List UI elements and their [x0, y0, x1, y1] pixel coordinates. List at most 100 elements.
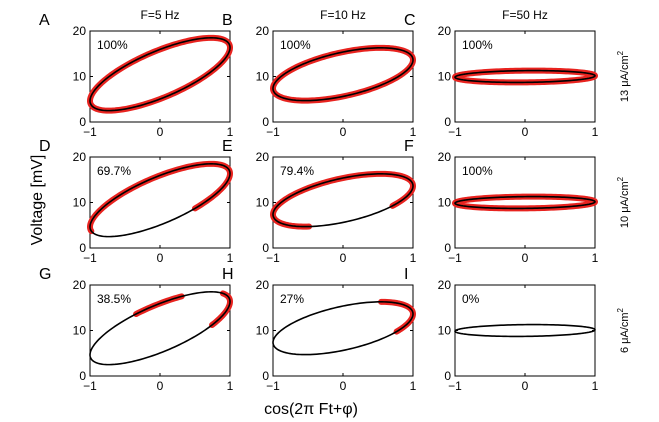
y-tick-label: 20	[256, 278, 270, 292]
percentage-label: 0%	[462, 292, 480, 306]
x-tick-label: −1	[266, 125, 280, 139]
panel-letter: D	[39, 138, 51, 155]
x-tick-label: −1	[448, 125, 462, 139]
x-tick-label: −1	[83, 251, 97, 265]
y-tick-label: 0	[79, 241, 86, 255]
y-tick-label: 10	[438, 70, 452, 84]
y-tick-label: 20	[73, 24, 87, 38]
trajectory-line	[89, 291, 231, 366]
row-label-text: 6 μA/cm	[619, 312, 631, 353]
y-tick-label: 20	[438, 150, 452, 164]
y-tick-label: 20	[73, 150, 87, 164]
x-tick-label: 1	[410, 379, 417, 393]
y-tick-label: 10	[256, 196, 270, 210]
x-tick-label: 0	[157, 379, 164, 393]
panel-letter: I	[404, 266, 408, 283]
y-tick-label: 10	[438, 196, 452, 210]
red-segment	[270, 44, 416, 104]
y-tick-label: 10	[73, 70, 87, 84]
percentage-label: 100%	[462, 38, 493, 52]
y-tick-label: 0	[444, 369, 451, 383]
percentage-label: 100%	[462, 164, 493, 178]
y-axis-label: Voltage [mV]	[29, 155, 46, 246]
panel-letter: B	[222, 12, 233, 29]
row-label-text: 10 μA/cm	[619, 181, 631, 228]
percentage-label: 69.7%	[97, 164, 131, 178]
x-tick-label: −1	[266, 379, 280, 393]
column-title: F=50 Hz	[502, 8, 548, 22]
y-tick-label: 0	[79, 115, 86, 129]
y-tick-label: 0	[79, 369, 86, 383]
panel-letter: F	[404, 138, 414, 155]
y-tick-label: 10	[438, 324, 452, 338]
trajectory-line	[454, 69, 596, 84]
percentage-label: 38.5%	[97, 292, 131, 306]
y-tick-label: 20	[438, 278, 452, 292]
x-tick-label: 1	[227, 125, 234, 139]
y-tick-label: 20	[256, 150, 270, 164]
x-tick-label: 1	[227, 251, 234, 265]
row-label: 10 μA/cm2	[616, 176, 631, 228]
x-tick-label: 1	[592, 125, 599, 139]
percentage-label: 79.4%	[280, 164, 314, 178]
panel-letter: E	[222, 138, 233, 155]
x-tick-label: 0	[522, 379, 529, 393]
row-label: 6 μA/cm2	[616, 307, 631, 353]
x-tick-label: 1	[410, 251, 417, 265]
x-tick-label: −1	[266, 251, 280, 265]
trajectory-line	[272, 301, 414, 356]
x-tick-label: 0	[522, 125, 529, 139]
red-segment	[270, 170, 416, 230]
row-label-exponent: 2	[616, 50, 625, 55]
row-label-exponent: 2	[616, 176, 625, 181]
x-tick-label: −1	[448, 379, 462, 393]
x-tick-label: 0	[522, 251, 529, 265]
trajectory-line	[89, 37, 231, 112]
x-tick-label: −1	[83, 125, 97, 139]
trajectory-line	[272, 47, 414, 102]
y-tick-label: 10	[73, 324, 87, 338]
x-tick-label: −1	[448, 251, 462, 265]
trajectory-line	[89, 163, 231, 238]
y-tick-label: 10	[256, 324, 270, 338]
y-tick-label: 20	[73, 278, 87, 292]
x-tick-label: 0	[340, 251, 347, 265]
y-tick-label: 0	[444, 241, 451, 255]
y-tick-label: 20	[256, 24, 270, 38]
x-tick-label: 1	[592, 251, 599, 265]
y-tick-label: 0	[444, 115, 451, 129]
row-label-exponent: 2	[616, 307, 625, 312]
y-tick-label: 10	[73, 196, 87, 210]
x-tick-label: 1	[592, 379, 599, 393]
y-tick-label: 0	[262, 369, 269, 383]
trajectory-line	[454, 195, 596, 210]
column-titles: F=5 Hz F=10 Hz F=50 Hz	[140, 8, 547, 22]
x-tick-label: 0	[157, 125, 164, 139]
y-tick-label: 0	[262, 241, 269, 255]
row-label-text: 13 μA/cm	[619, 55, 631, 102]
x-axis-label-pre: cos(2π Ft+φ)	[264, 401, 358, 418]
y-tick-label: 20	[438, 24, 452, 38]
y-tick-label: 0	[262, 115, 269, 129]
percentage-label: 100%	[97, 38, 128, 52]
x-tick-label: 1	[410, 125, 417, 139]
panel-letter: A	[39, 12, 50, 29]
x-tick-label: 0	[340, 125, 347, 139]
row-label: 13 μA/cm2	[616, 50, 631, 102]
trajectory-line	[272, 173, 414, 228]
panel-letter: H	[222, 266, 234, 283]
percentage-label: 27%	[280, 292, 304, 306]
x-tick-label: 0	[340, 379, 347, 393]
column-title: F=5 Hz	[140, 8, 179, 22]
x-tick-label: −1	[83, 379, 97, 393]
